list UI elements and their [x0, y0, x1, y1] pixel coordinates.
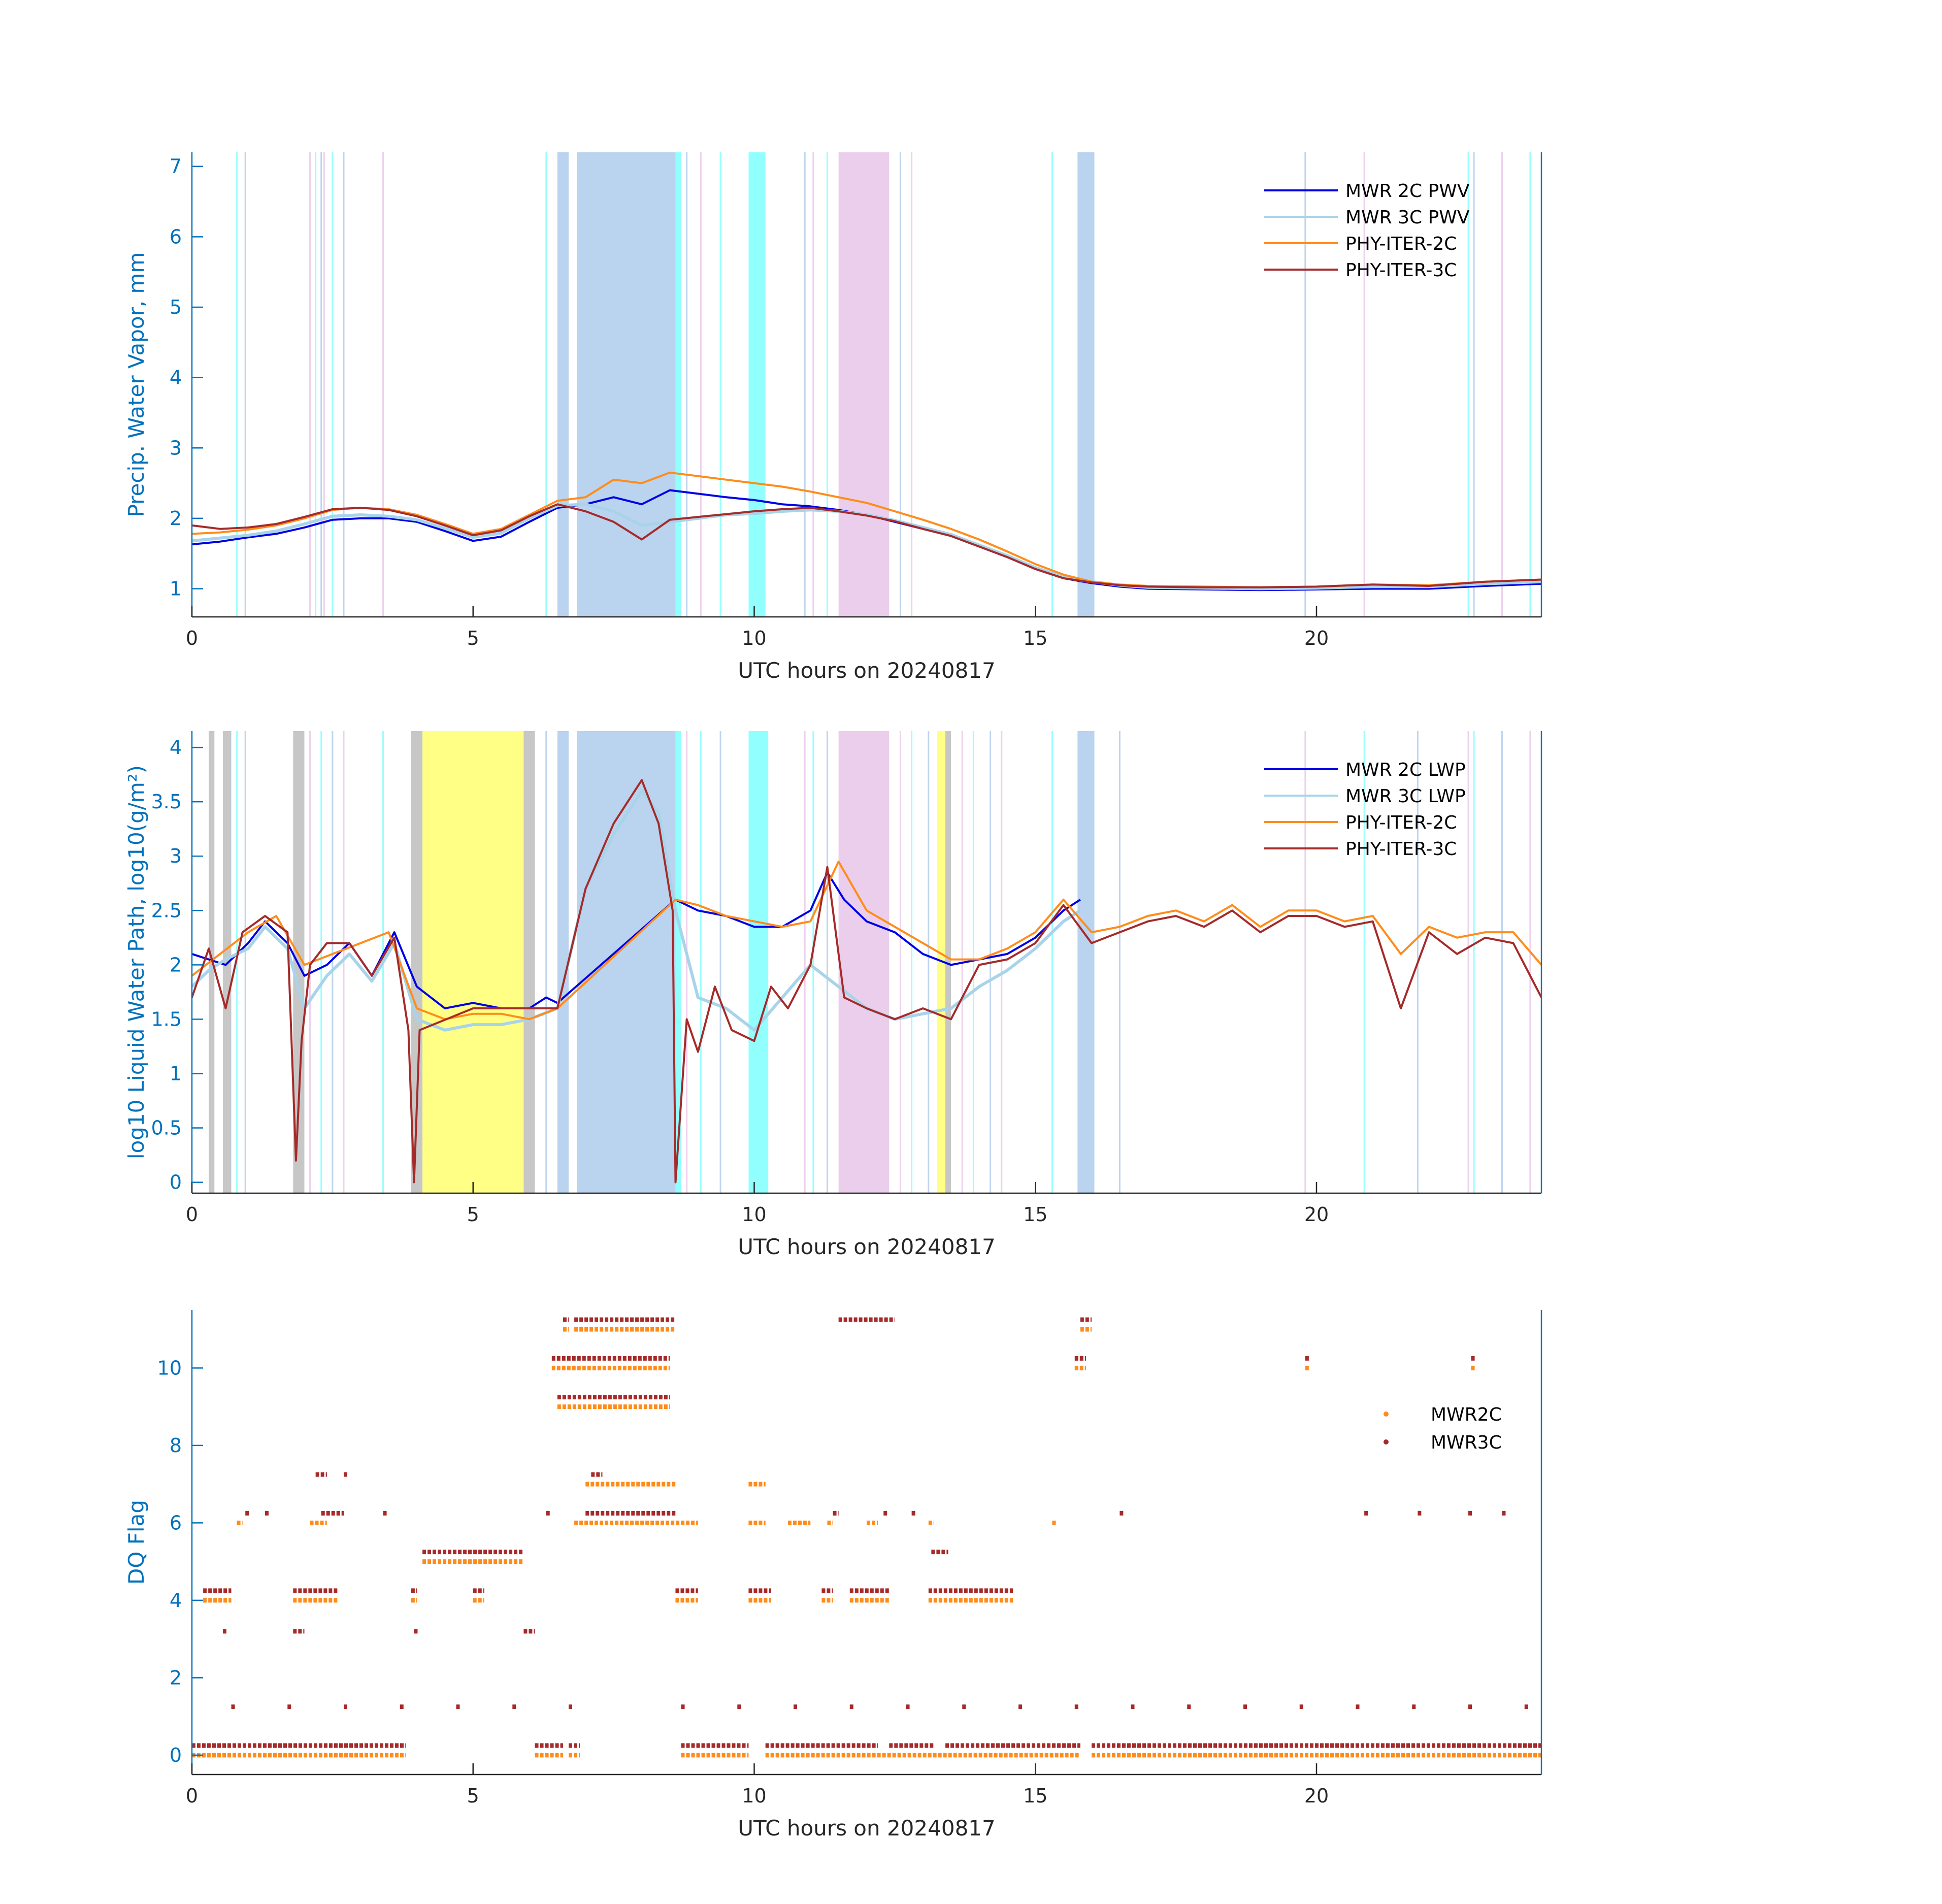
- x-tick-label: 15: [1023, 1785, 1047, 1807]
- x-axis-label: UTC hours on 20240817: [738, 1816, 996, 1841]
- y-tick-label: 2: [170, 954, 182, 976]
- y-axis-label: Precip. Water Vapor, mm: [124, 252, 149, 517]
- qc-band: [557, 731, 569, 1193]
- legend-entry: PHY-ITER-2C: [1345, 812, 1457, 833]
- y-tick-label: 0: [170, 1171, 182, 1194]
- y-tick-label: 3: [170, 845, 182, 867]
- y-tick-label: 4: [170, 367, 182, 389]
- qc-band: [838, 152, 890, 617]
- x-tick-label: 10: [742, 1203, 766, 1226]
- x-tick-label: 5: [467, 627, 479, 649]
- x-tick-label: 5: [467, 1203, 479, 1226]
- legend-marker: [1384, 1411, 1389, 1417]
- qc-band: [523, 731, 535, 1193]
- qc-band: [675, 731, 681, 1193]
- y-tick-label: 0: [170, 1744, 182, 1766]
- qc-band: [411, 731, 423, 1193]
- qc-band: [748, 152, 766, 617]
- x-tick-label: 20: [1304, 627, 1329, 649]
- x-tick-label: 15: [1023, 1203, 1047, 1226]
- y-tick-label: 0.5: [151, 1117, 182, 1139]
- y-tick-label: 3.5: [151, 791, 182, 813]
- x-axis-label: UTC hours on 20240817: [738, 1234, 996, 1259]
- qc-band: [838, 731, 890, 1193]
- y-tick-label: 5: [170, 296, 182, 318]
- legend-entry: MWR 3C PWV: [1345, 207, 1470, 228]
- y-tick-label: 3: [170, 437, 182, 459]
- legend-entry: PHY-ITER-2C: [1345, 234, 1457, 254]
- y-tick-label: 1: [170, 578, 182, 600]
- y-axis-label: log10 Liquid Water Path, log10(g/m²): [124, 765, 149, 1159]
- legend-entry: PHY-ITER-3C: [1345, 839, 1457, 860]
- y-tick-label: 2.5: [151, 899, 182, 922]
- legend-entry: MWR 2C PWV: [1345, 181, 1470, 202]
- series-line-phy-iter-2c: [191, 860, 1542, 1021]
- qc-band: [293, 731, 305, 1193]
- x-tick-label: 10: [742, 1785, 766, 1807]
- y-tick-label: 8: [170, 1434, 182, 1457]
- series-line-phy-iter-3c: [191, 779, 1542, 1184]
- y-tick-label: 10: [157, 1357, 182, 1379]
- x-tick-label: 5: [467, 1785, 479, 1807]
- legend-marker: [1384, 1439, 1389, 1445]
- x-tick-label: 0: [186, 627, 198, 649]
- y-tick-label: 7: [170, 155, 182, 178]
- y-tick-label: 4: [170, 1589, 182, 1612]
- x-tick-label: 10: [742, 627, 766, 649]
- x-axis-label: UTC hours on 20240817: [738, 658, 996, 683]
- y-tick-label: 4: [170, 736, 182, 759]
- qc-band: [422, 731, 524, 1193]
- y-axis-label: DQ Flag: [124, 1500, 149, 1585]
- qc-band: [748, 731, 769, 1193]
- legend-entry: MWR 3C LWP: [1345, 786, 1466, 807]
- x-tick-label: 15: [1023, 627, 1047, 649]
- qc-band: [1077, 731, 1095, 1193]
- legend-entry: MWR2C: [1431, 1404, 1502, 1425]
- qc-band: [577, 152, 676, 617]
- lwp-panel: 0 5 10 15 20 0 0.5 1 1.5 2 2.5 3 3.5 4 UTC hours on 20…: [124, 731, 1542, 1259]
- y-tick-label: 6: [170, 225, 182, 248]
- qc-band: [577, 731, 676, 1193]
- legend-entry: MWR3C: [1431, 1432, 1502, 1453]
- qc-band: [945, 731, 951, 1193]
- y-tick-label: 2: [170, 1666, 182, 1689]
- series-line-phy-iter-3c: [191, 503, 1542, 588]
- dq-flag-panel: 0 5 10 15 20 0 2 4 6 8 10 UTC hours on 20240817 DQ F…: [124, 1310, 1542, 1841]
- qc-band: [557, 152, 569, 617]
- x-tick-label: 20: [1304, 1785, 1329, 1807]
- y-tick-label: 1.5: [151, 1008, 182, 1030]
- x-tick-label: 20: [1304, 1203, 1329, 1226]
- qc-band: [675, 152, 681, 617]
- legend-entry: PHY-ITER-3C: [1345, 260, 1457, 281]
- y-tick-label: 2: [170, 507, 182, 530]
- legend-entry: MWR 2C LWP: [1345, 760, 1466, 780]
- x-tick-label: 0: [186, 1785, 198, 1807]
- pwv-panel: 0 5 10 15 20 1 2 3 4 5 6 7 UTC hours on 20240817 Prec…: [124, 152, 1542, 683]
- y-tick-label: 6: [170, 1512, 182, 1534]
- y-tick-label: 1: [170, 1062, 182, 1085]
- x-tick-label: 0: [186, 1203, 198, 1226]
- qc-band: [1077, 152, 1095, 617]
